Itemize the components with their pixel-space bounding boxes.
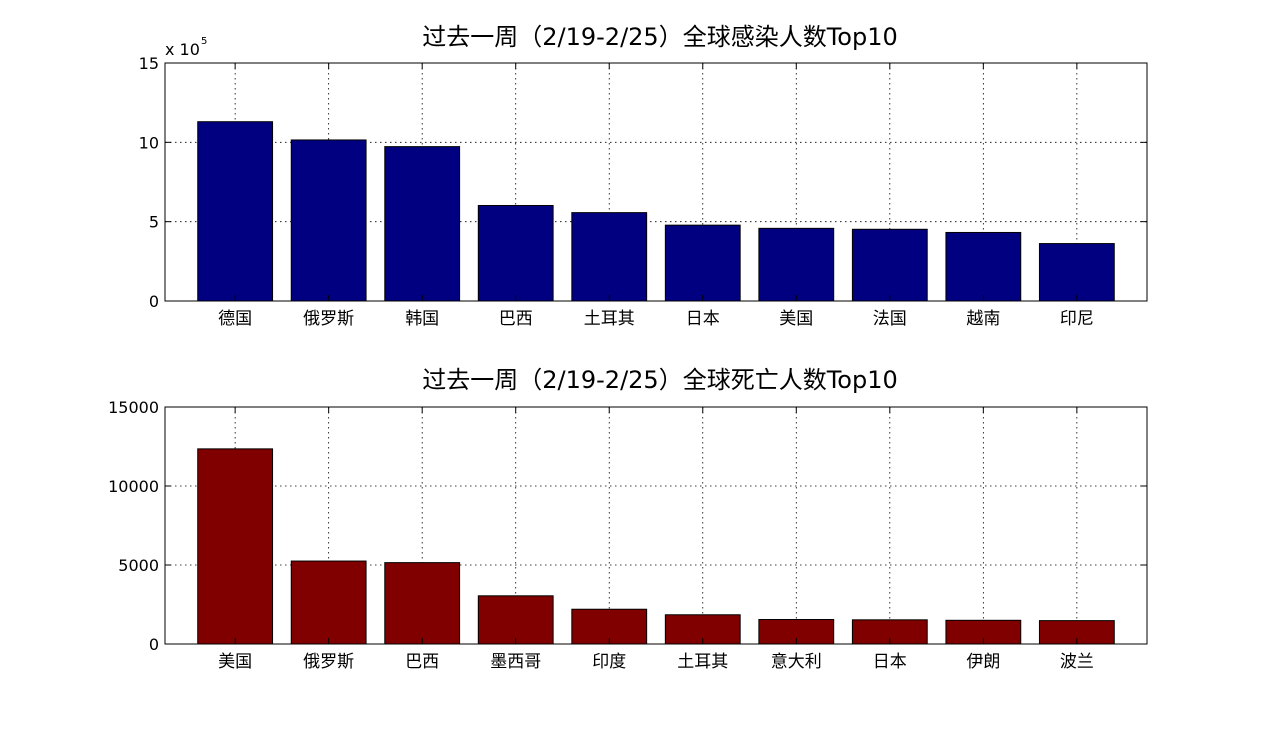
deaths-category-label-3: 巴西 — [405, 652, 439, 672]
deaths-chart-title: 过去一周（2/19-2/25）全球死亡人数Top10 — [422, 366, 898, 394]
deaths-category-label-7: 意大利 — [771, 652, 822, 672]
infections-bar-3 — [384, 146, 461, 302]
deaths-bar-1 — [197, 448, 274, 645]
infections-gridlines — [165, 63, 1147, 301]
infections-bar-10 — [1038, 243, 1115, 302]
deaths-category-label-1: 美国 — [218, 652, 252, 672]
infections-category-label-1: 德国 — [218, 309, 252, 329]
infections-chart-title: 过去一周（2/19-2/25）全球感染人数Top10 — [422, 23, 898, 51]
deaths-bar-4 — [477, 595, 554, 645]
infections-axes-frame — [164, 62, 1148, 302]
infections-bar-7 — [758, 227, 835, 302]
infections-category-label-2: 俄罗斯 — [303, 309, 354, 329]
infections-category-label-9: 越南 — [966, 309, 1000, 329]
infections-y-multiplier-exponent: 5 — [201, 36, 207, 47]
deaths-ytick-label: 10000 — [108, 477, 159, 496]
deaths-category-label-5: 印度 — [592, 652, 626, 672]
deaths-gridlines — [165, 407, 1147, 644]
deaths-chart-panel: 过去一周（2/19-2/25）全球死亡人数Top10 0 5000 10000 150… — [108, 366, 1148, 672]
deaths-ytick-label: 0 — [149, 635, 159, 654]
infections-bar-4 — [477, 204, 554, 302]
infections-ytick-label: 0 — [149, 292, 159, 311]
infections-bar-5 — [571, 212, 648, 302]
infections-bar-8 — [851, 228, 928, 302]
infections-category-label-10: 印尼 — [1060, 309, 1094, 329]
infections-category-label-8: 法国 — [873, 309, 907, 329]
infections-bar-1 — [197, 121, 274, 302]
infections-category-label-7: 美国 — [779, 309, 813, 329]
deaths-category-label-2: 俄罗斯 — [303, 652, 354, 672]
infections-category-label-3: 韩国 — [405, 309, 439, 329]
deaths-category-label-9: 伊朗 — [966, 652, 1000, 672]
deaths-category-label-8: 日本 — [873, 652, 907, 672]
deaths-ytick-label: 15000 — [108, 398, 159, 417]
deaths-category-label-4: 墨西哥 — [490, 652, 541, 672]
infections-category-label-5: 土耳其 — [584, 309, 635, 329]
deaths-ytick-label: 5000 — [118, 556, 159, 575]
infections-y-multiplier: x 10 5 — [165, 36, 207, 59]
infections-chart-panel: 过去一周（2/19-2/25）全球感染人数Top10 x 10 5 0 5 10 15… — [139, 23, 1148, 329]
infections-bar-2 — [290, 139, 367, 302]
deaths-category-label-10: 波兰 — [1060, 652, 1094, 672]
deaths-category-label-6: 土耳其 — [677, 652, 728, 672]
infections-bar-6 — [664, 224, 741, 302]
deaths-axes-frame — [164, 406, 1148, 645]
infections-ytick-label: 15 — [139, 54, 159, 73]
infections-category-label-6: 日本 — [686, 309, 720, 329]
deaths-bar-2 — [290, 560, 367, 645]
infections-category-label-4: 巴西 — [499, 309, 533, 329]
infections-ytick-label: 10 — [139, 133, 159, 152]
infections-y-multiplier-base: x 10 — [165, 40, 200, 59]
infections-ytick-label: 5 — [149, 213, 159, 232]
infections-bar-9 — [945, 231, 1022, 302]
deaths-bar-3 — [384, 562, 461, 645]
